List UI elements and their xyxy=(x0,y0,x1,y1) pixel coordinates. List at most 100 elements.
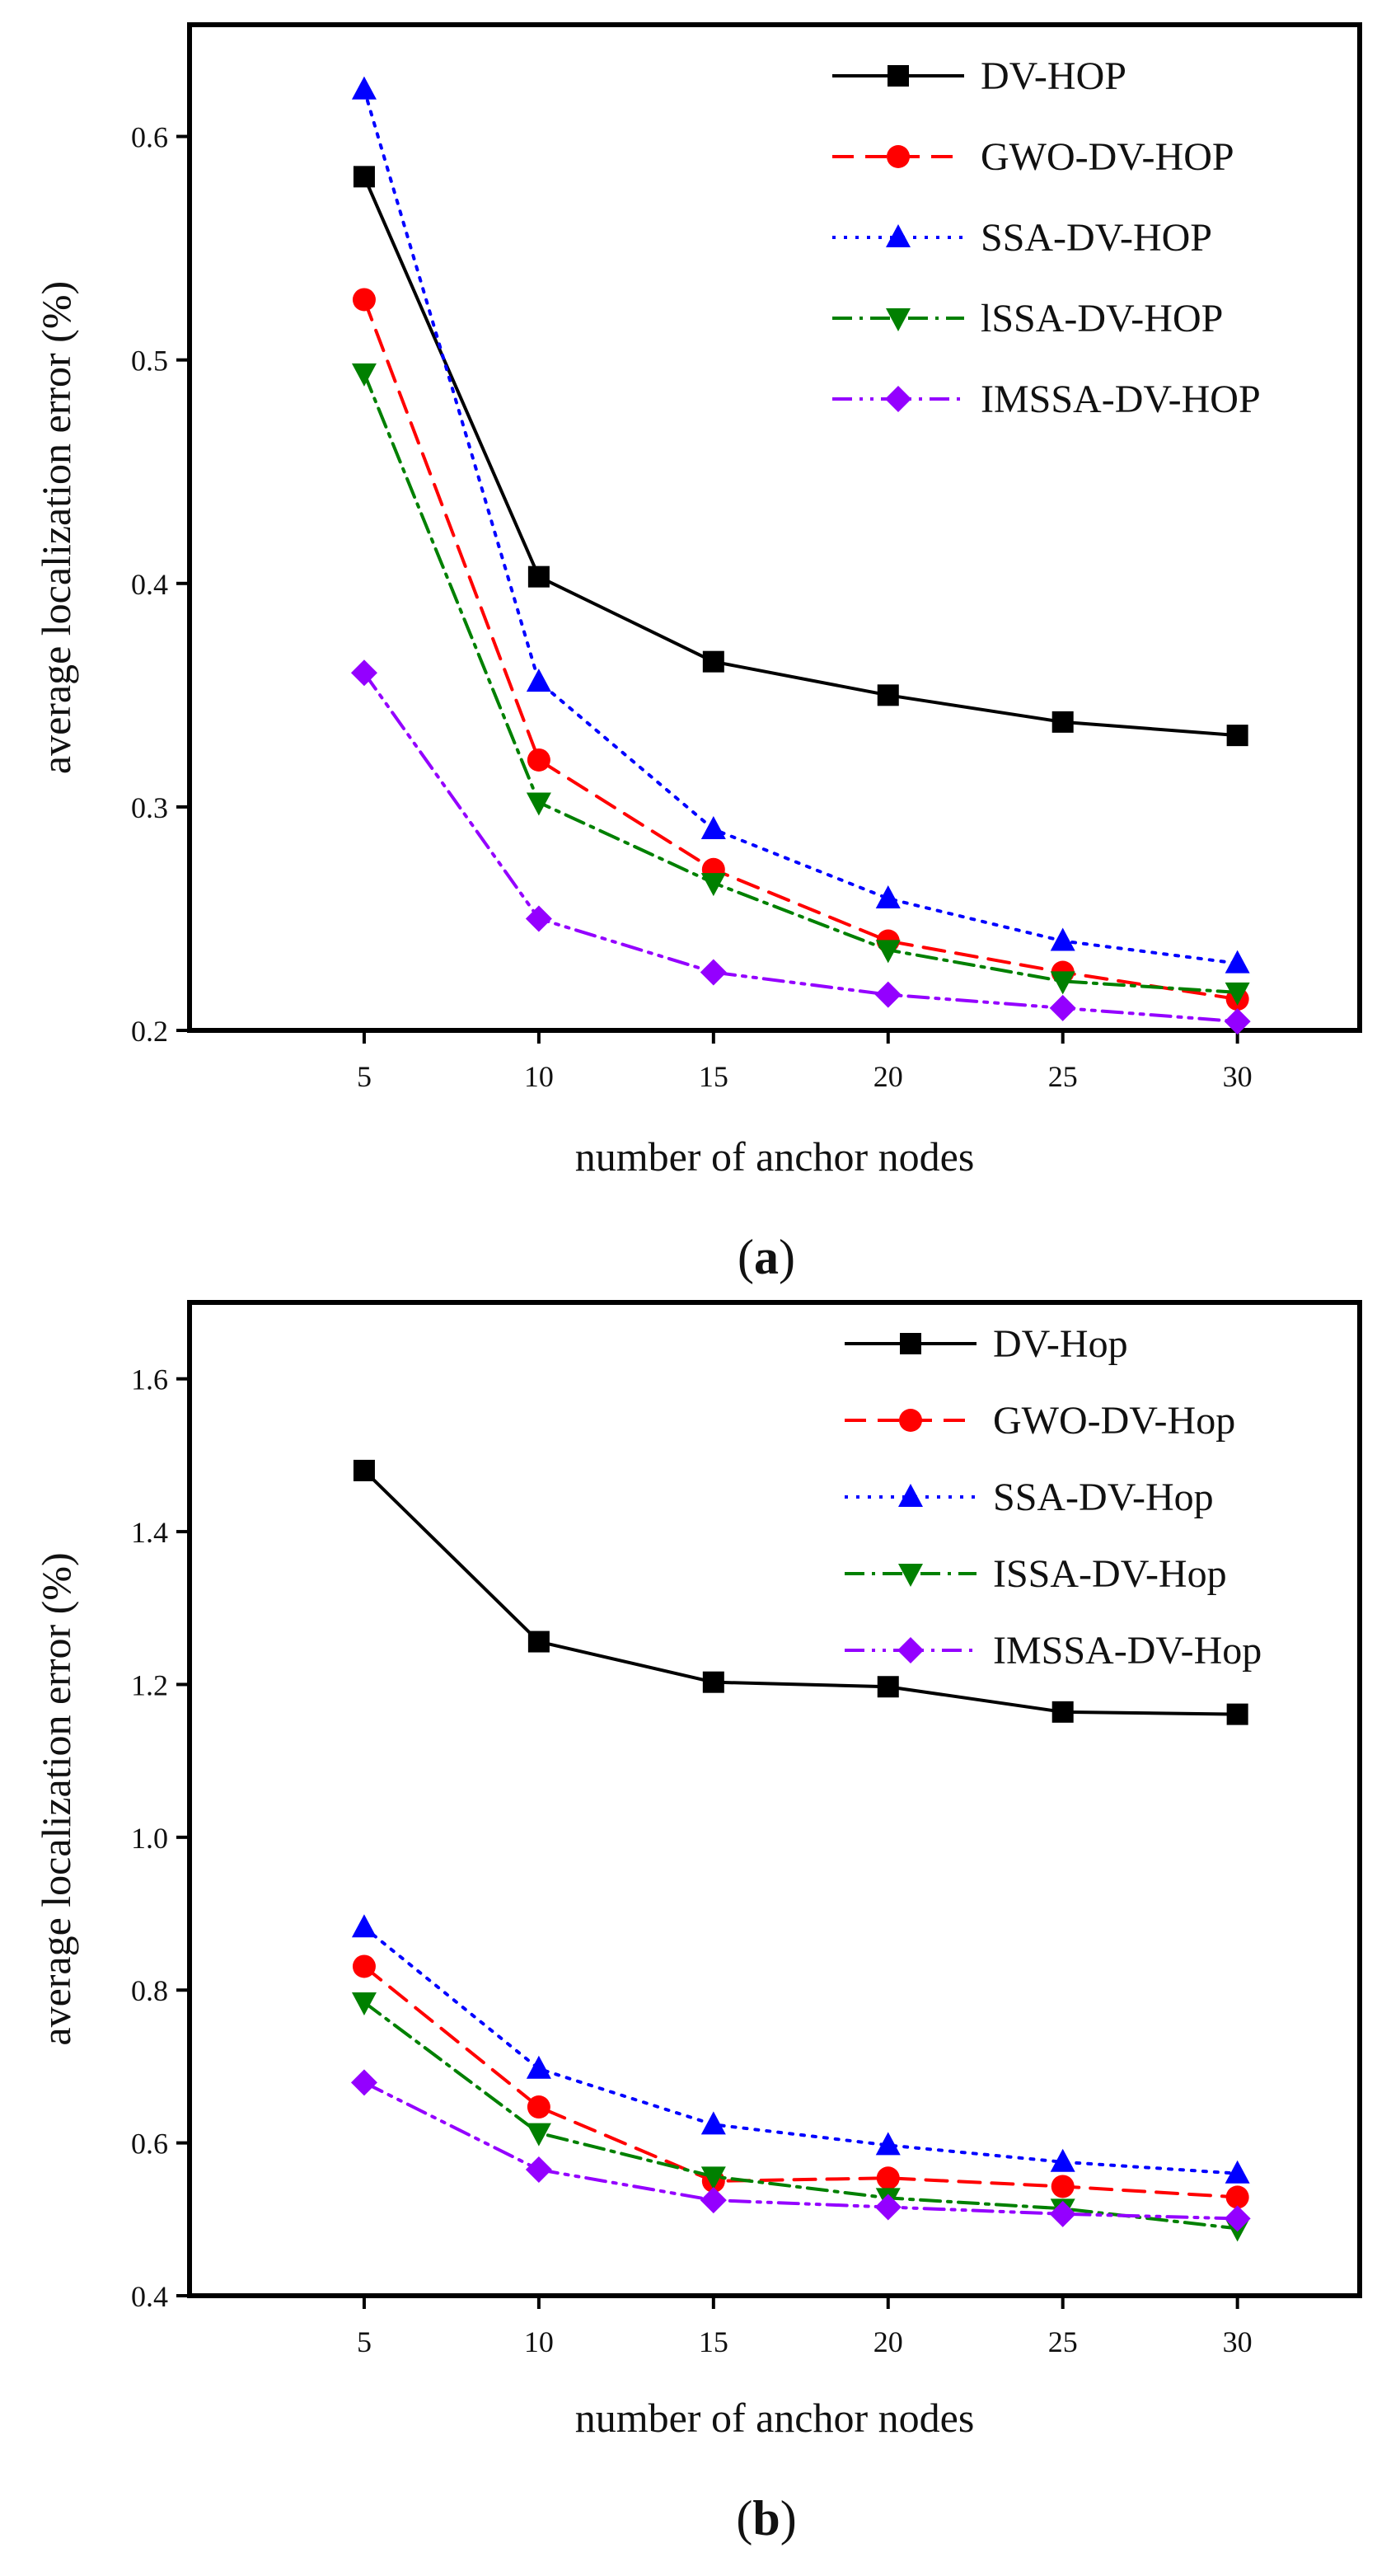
chart-b-y-tick-label: 0.6 xyxy=(131,2128,168,2161)
chart-b-y-tick-label: 0.4 xyxy=(131,2280,168,2313)
chart-b-legend-marker-4 xyxy=(897,1637,924,1663)
chart-b-series-1-point xyxy=(1225,2185,1249,2209)
chart-b-y-tick-label: 0.8 xyxy=(131,1974,168,2007)
chart-b-legend-label-3: ISSA-DV-Hop xyxy=(993,1552,1227,1596)
chart-b-series-1-point xyxy=(1051,2175,1075,2198)
chart-b-legend-marker-0 xyxy=(900,1333,921,1354)
chart-a-series-4-point xyxy=(874,981,902,1008)
chart-a-legend-label-3: lSSA-DV-HOP xyxy=(981,297,1223,340)
chart-b-y-tick-label: 1.2 xyxy=(131,1668,168,1701)
chart-a-y-tick-label: 0.4 xyxy=(131,568,168,601)
chart-a-x-tick-label: 25 xyxy=(1048,1060,1078,1093)
chart-b-series-0-point xyxy=(702,1671,724,1693)
chart-a-series-2-point xyxy=(700,816,726,839)
chart-a-series-0-point xyxy=(1051,711,1074,733)
chart-a-legend-marker-3 xyxy=(886,308,911,331)
chart-b-series-0-point xyxy=(1226,1703,1248,1725)
chart-a-legend-marker-1 xyxy=(887,145,910,168)
chart-b-series-2-point xyxy=(1050,2148,1075,2172)
chart-a-series-4-point xyxy=(350,659,377,687)
chart-a-x-tick-label: 10 xyxy=(524,1060,554,1093)
chart-b-series-1-point xyxy=(527,2095,550,2119)
chart-b-series-0-point xyxy=(1051,1701,1074,1723)
chart-b-legend-marker-3 xyxy=(898,1564,923,1587)
chart-b-y-tick-label: 1.6 xyxy=(131,1363,168,1396)
chart-b-series-1-point xyxy=(876,2166,900,2190)
chart-b-series-4-point xyxy=(1224,2205,1251,2232)
chart-a-series-2-point xyxy=(526,669,551,692)
chart-b-panel-letter: b xyxy=(752,2491,780,2546)
chart-a-legend-label-0: DV-HOP xyxy=(981,54,1126,98)
chart-a-series-3-point xyxy=(351,363,377,387)
chart-a-x-tick-label: 5 xyxy=(357,1060,372,1093)
chart-a-legend-marker-4 xyxy=(885,386,911,412)
chart-b-series-2-point xyxy=(700,2111,726,2135)
chart-b-x-axis-title: number of anchor nodes xyxy=(575,2395,975,2441)
chart-b-legend-label-1: GWO-DV-Hop xyxy=(993,1399,1235,1443)
chart-b-legend-marker-1 xyxy=(899,1409,922,1432)
chart-a-series-2-point xyxy=(351,76,377,100)
chart-a-series-4-line xyxy=(362,671,1239,1024)
chart-b-series-1-point xyxy=(352,1954,376,1978)
chart-a-series-0-point xyxy=(702,650,724,673)
chart-b-legend-label-2: SSA-DV-Hop xyxy=(993,1476,1214,1519)
chart-a-y-tick-label: 0.6 xyxy=(131,121,168,154)
chart-b-series-0-point xyxy=(353,1459,375,1481)
chart-b-x-tick-label: 25 xyxy=(1048,2325,1078,2358)
chart-a-x-axis-title: number of anchor nodes xyxy=(575,1133,975,1180)
chart-a-series-2-point xyxy=(1225,950,1250,974)
chart-b-series-2-point xyxy=(875,2132,901,2156)
chart-b-series-0-point xyxy=(527,1631,550,1653)
chart-a-series-3-line xyxy=(362,371,1239,994)
chart-a-series-2-point xyxy=(875,885,901,909)
chart-a-series-0-point xyxy=(353,166,375,188)
chart-b-series-1-line xyxy=(362,1964,1239,2199)
chart-a-series-0-line xyxy=(362,175,1239,738)
chart-a-series-2-point xyxy=(1050,927,1075,951)
chart-a-series-4-point xyxy=(1224,1008,1251,1035)
chart-b-series-4-point xyxy=(350,2069,377,2096)
chart-b-series-4-line xyxy=(362,2081,1239,2221)
chart-a-series-3-point xyxy=(700,873,726,897)
chart-b-series-2-point xyxy=(1225,2160,1250,2184)
chart-b-series-4-point xyxy=(1049,2200,1076,2227)
chart-a-legend-marker-2 xyxy=(886,224,911,247)
chart-a-x-tick-label: 15 xyxy=(699,1060,728,1093)
chart-a: 5 10 15 20 25 30 0.2 0.3 0.4 0.5 0.6 number of anch… xyxy=(33,22,1362,1284)
chart-b-x-tick-label: 10 xyxy=(524,2325,554,2358)
chart-b-series-2-line xyxy=(362,1926,1239,2175)
chart-a-legend-label-2: SSA-DV-HOP xyxy=(981,216,1212,260)
chart-a-panel-letter: a xyxy=(754,1230,779,1284)
chart-b-plot-frame xyxy=(187,1300,1362,2298)
chart-b-series-0-point xyxy=(877,1676,899,1698)
chart-a-series-4-point xyxy=(700,959,727,986)
chart-a-series-1-line xyxy=(362,298,1239,1002)
chart-a-legend-marker-0 xyxy=(888,65,909,87)
chart-b-y-tick-label: 1.4 xyxy=(131,1516,168,1549)
chart-b-legend-label-0: DV-Hop xyxy=(993,1322,1128,1366)
chart-b-x-tick-label: 30 xyxy=(1223,2325,1253,2358)
chart-b-x-tick-label: 15 xyxy=(699,2325,728,2358)
chart-b-series-4-point xyxy=(700,2187,727,2214)
chart-a-series-1-point xyxy=(527,748,550,772)
chart-a-series-4-point xyxy=(525,905,552,932)
chart-a-x-tick-label: 20 xyxy=(873,1060,903,1093)
chart-b-x-tick-label: 20 xyxy=(873,2325,903,2358)
chart-b: 5 10 15 20 25 30 0.4 0.6 0.8 1.0 1.2 1.4 1.6 number o… xyxy=(33,1300,1362,2546)
chart-a-series-3-point xyxy=(875,940,901,964)
chart-a-y-tick-label: 0.5 xyxy=(131,345,168,378)
chart-b-series-4-point xyxy=(874,2194,902,2221)
chart-a-y-tick-label: 0.3 xyxy=(131,791,168,824)
chart-a-series-3-point xyxy=(526,792,551,816)
chart-a-series-0-point xyxy=(877,684,899,706)
chart-b-panel-label: (b) xyxy=(736,2491,796,2546)
chart-a-y-axis-title: average localization error (%) xyxy=(33,281,79,774)
chart-a-panel-label: (a) xyxy=(738,1230,795,1284)
chart-b-series-3-point xyxy=(351,1992,377,2016)
chart-b-series-2-point xyxy=(526,2055,551,2079)
chart-a-series-3-point xyxy=(1050,971,1075,995)
chart-a-series-4-point xyxy=(1049,994,1076,1021)
chart-a-plot-frame xyxy=(187,22,1362,1033)
